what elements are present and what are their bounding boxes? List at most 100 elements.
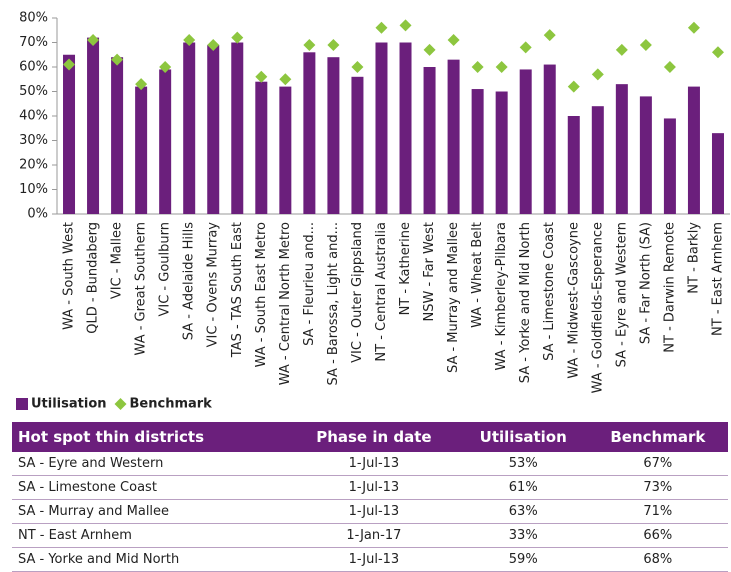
bar bbox=[87, 37, 100, 214]
cell: 73% bbox=[587, 475, 728, 500]
x-tick-label: SA - Adelaide Hills bbox=[182, 222, 197, 340]
x-tick-label: NT - Darwin Remote bbox=[662, 222, 677, 353]
benchmark-marker bbox=[663, 61, 676, 73]
table: Hot spot thin districts Phase in date Util… bbox=[12, 422, 728, 572]
cell: 71% bbox=[587, 499, 728, 524]
table-row: SA - Yorke and Mid North 1-Jul-13 59% 68% bbox=[12, 547, 728, 572]
x-tick-label: NT - Central Australia bbox=[374, 222, 389, 362]
y-tick-label: 60% bbox=[19, 60, 48, 75]
cell: 1-Jul-13 bbox=[289, 475, 459, 500]
benchmark-marker bbox=[519, 41, 532, 54]
bar bbox=[663, 118, 676, 214]
benchmark-marker bbox=[183, 34, 196, 47]
table-row: SA - Murray and Mallee 1-Jul-13 63% 71% bbox=[12, 499, 728, 524]
bar bbox=[543, 64, 556, 214]
y-tick-label: 0% bbox=[27, 207, 48, 222]
bar bbox=[279, 86, 292, 214]
benchmark-marker bbox=[159, 61, 172, 73]
benchmark-marker bbox=[495, 61, 508, 73]
legend-label: Benchmark bbox=[130, 397, 213, 412]
y-tick-label: 50% bbox=[19, 84, 48, 99]
x-tick-label: SA - Fleurieu and... bbox=[302, 222, 317, 346]
bar bbox=[447, 59, 460, 215]
x-tick-label: TAS - TAS South East bbox=[230, 222, 245, 358]
benchmark-marker bbox=[471, 61, 484, 73]
legend-swatch bbox=[16, 398, 28, 410]
y-tick-label: 30% bbox=[19, 133, 48, 148]
cell: 53% bbox=[458, 452, 588, 476]
cell: 68% bbox=[587, 547, 728, 572]
bar bbox=[471, 89, 484, 214]
x-tick-label: SA - Yorke and Mid North bbox=[518, 222, 533, 383]
bar bbox=[111, 57, 124, 215]
bar bbox=[687, 86, 700, 214]
benchmark-marker bbox=[615, 43, 628, 56]
cell: 33% bbox=[458, 523, 588, 548]
x-tick-label: WA - Goldfields-Esperance bbox=[590, 222, 605, 393]
x-tick-label: SA - Limestone Coast bbox=[542, 222, 557, 361]
cell: 67% bbox=[587, 452, 728, 476]
benchmark-marker bbox=[591, 68, 604, 81]
cell: NT - East Arnhem bbox=[12, 523, 289, 548]
benchmark-marker bbox=[279, 73, 292, 86]
cell: SA - Murray and Mallee bbox=[12, 499, 289, 524]
bar bbox=[231, 42, 244, 214]
bar bbox=[63, 54, 76, 214]
cell: 1-Jul-13 bbox=[289, 499, 459, 524]
y-tick-label: 10% bbox=[19, 182, 48, 197]
benchmark-marker bbox=[711, 46, 724, 59]
x-tick-label: VIC - Goulburn bbox=[158, 222, 173, 317]
header-cell: Utilisation bbox=[458, 422, 588, 452]
bar bbox=[615, 84, 628, 215]
bar bbox=[567, 116, 580, 214]
bar bbox=[423, 67, 436, 214]
y-tick-label: 70% bbox=[19, 35, 48, 50]
x-tick-label: SA - Murray and Mallee bbox=[446, 222, 461, 373]
cell: 1-Jan-17 bbox=[289, 523, 459, 548]
legend-label: Utilisation bbox=[31, 397, 107, 412]
x-tick-label: WA - South East Metro bbox=[254, 222, 269, 367]
bar bbox=[399, 42, 412, 214]
benchmark-marker bbox=[543, 29, 556, 42]
x-tick-label: NT - Katherine bbox=[398, 222, 413, 315]
benchmark-marker bbox=[375, 21, 388, 34]
x-tick-label: WA - Great Southern bbox=[134, 222, 149, 355]
benchmark-marker bbox=[135, 78, 148, 91]
x-tick-label: WA - Central North Metro bbox=[278, 222, 293, 385]
bar bbox=[639, 96, 652, 214]
benchmark-marker bbox=[255, 70, 268, 83]
benchmark-marker bbox=[423, 43, 436, 56]
x-tick-label: VIC - Ovens Murray bbox=[206, 222, 221, 348]
table-row: NT - East Arnhem 1-Jan-17 33% 66% bbox=[12, 523, 728, 548]
cell: SA - Limestone Coast bbox=[12, 475, 289, 500]
y-tick-label: 80% bbox=[19, 11, 48, 26]
x-tick-label: NSW - Far West bbox=[422, 222, 437, 321]
benchmark-marker bbox=[87, 34, 100, 47]
benchmark-marker bbox=[207, 38, 220, 51]
x-tick-label: VIC - Outer Gippsland bbox=[350, 222, 365, 363]
cell: 66% bbox=[587, 523, 728, 548]
header-cell: Phase in date bbox=[289, 422, 459, 452]
benchmark-marker bbox=[567, 80, 580, 93]
benchmark-marker bbox=[303, 38, 316, 51]
benchmark-marker bbox=[639, 38, 652, 51]
bar bbox=[303, 52, 316, 214]
benchmark-marker bbox=[351, 61, 364, 73]
benchmark-marker bbox=[399, 19, 412, 32]
x-tick-label: WA - Kimberley-Pilbara bbox=[494, 222, 509, 370]
benchmark-marker bbox=[687, 21, 700, 34]
x-tick-label: WA - South West bbox=[62, 222, 77, 330]
table-header: Hot spot thin districts Phase in date Util… bbox=[12, 422, 728, 452]
bar bbox=[519, 69, 532, 214]
x-tick-label: SA - Far North (SA) bbox=[638, 222, 653, 344]
benchmark-marker bbox=[327, 38, 340, 51]
benchmark-marker bbox=[231, 31, 244, 44]
x-tick-label: QLD - Bundaberg bbox=[86, 222, 101, 334]
bar bbox=[135, 86, 148, 214]
bar bbox=[375, 42, 388, 214]
benchmark-marker bbox=[111, 53, 124, 66]
y-tick-label: 40% bbox=[19, 109, 48, 124]
bar bbox=[255, 81, 268, 214]
x-tick-label: NT - East Arnhem bbox=[710, 222, 725, 336]
x-tick-label: VIC - Mallee bbox=[110, 222, 125, 299]
